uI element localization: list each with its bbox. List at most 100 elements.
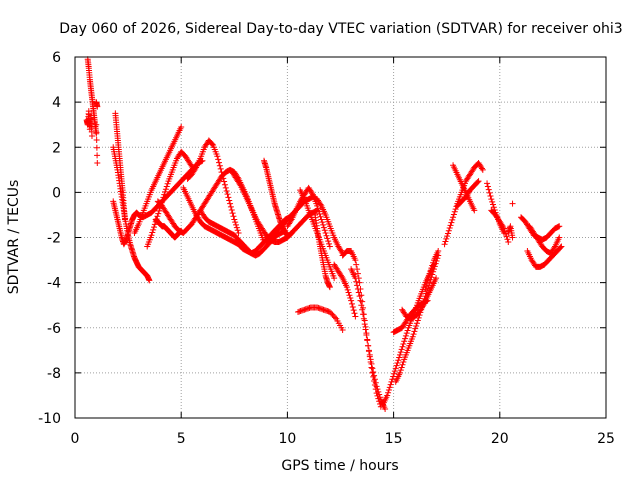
data-point <box>442 238 449 245</box>
data-point <box>391 368 398 375</box>
data-point <box>558 243 565 250</box>
data-point <box>319 219 326 226</box>
series-arc-1b <box>83 108 95 139</box>
data-point <box>484 180 491 187</box>
data-point <box>358 302 365 309</box>
data-point <box>344 286 351 293</box>
data-point <box>409 333 416 340</box>
data-point <box>309 190 316 197</box>
data-point <box>365 342 372 349</box>
data-point <box>353 261 360 268</box>
data-point <box>490 201 497 208</box>
data-point <box>178 123 185 130</box>
data-point <box>329 311 336 318</box>
data-point <box>156 207 163 214</box>
data-point <box>330 313 337 320</box>
series-arc-35 <box>524 243 565 270</box>
data-point <box>338 273 345 280</box>
data-point <box>422 286 429 293</box>
y-tick-label: -4 <box>47 276 61 292</box>
data-point <box>94 103 101 110</box>
y-tick-label: 0 <box>52 185 61 201</box>
data-point <box>368 360 375 367</box>
data-point <box>346 292 353 299</box>
data-point <box>149 229 156 236</box>
data-point <box>433 275 440 282</box>
data-point <box>233 224 240 231</box>
data-point <box>387 381 394 388</box>
data-point <box>192 165 199 172</box>
data-point <box>392 365 399 372</box>
data-point <box>230 213 237 220</box>
data-point <box>354 266 361 273</box>
data-point <box>441 241 448 248</box>
data-point <box>450 211 457 218</box>
data-point <box>352 257 359 264</box>
data-point <box>372 379 379 386</box>
series-arc-21 <box>331 261 359 320</box>
series-arc-8 <box>152 216 185 241</box>
data-point <box>448 219 455 226</box>
data-point <box>331 275 338 282</box>
data-point <box>373 383 380 390</box>
data-point <box>326 240 333 247</box>
series-arc-29 <box>454 178 482 209</box>
data-point <box>146 277 153 284</box>
data-point <box>93 121 100 128</box>
plot-frame <box>74 56 607 419</box>
data-point <box>354 270 361 277</box>
series-arc-19 <box>339 248 384 410</box>
data-point <box>323 232 330 239</box>
data-point <box>355 289 362 296</box>
data-point <box>444 230 451 237</box>
y-tick-label: 2 <box>52 140 61 156</box>
data-point <box>411 328 418 335</box>
grid-lines <box>75 57 606 418</box>
data-point <box>94 160 101 167</box>
data-point <box>445 227 452 234</box>
data-point <box>365 347 372 354</box>
data-point <box>371 372 378 379</box>
data-point <box>352 313 359 320</box>
data-point <box>377 394 384 401</box>
x-tick-label: 0 <box>71 431 80 447</box>
data-point <box>402 335 409 342</box>
data-point <box>218 169 225 176</box>
data-point <box>485 186 492 193</box>
data-point <box>403 330 410 337</box>
data-point <box>214 153 221 160</box>
data-point <box>396 351 403 358</box>
data-point <box>371 376 378 383</box>
data-point <box>234 227 241 234</box>
data-point <box>400 340 407 347</box>
data-point <box>400 359 407 366</box>
y-tick-label: -10 <box>38 411 61 427</box>
data-point <box>94 152 101 159</box>
data-point <box>446 225 453 232</box>
y-axis-label: SDTVAR / TECUs <box>6 180 22 295</box>
y-tick-label: 6 <box>52 50 61 66</box>
data-point <box>151 224 158 231</box>
data-point <box>397 349 404 356</box>
data-point <box>221 181 228 188</box>
data-point <box>435 248 442 255</box>
data-point <box>232 221 239 228</box>
data-point <box>228 206 235 213</box>
data-point <box>160 194 167 201</box>
data-point <box>423 283 430 290</box>
data-point <box>429 262 436 269</box>
data-point <box>374 386 381 393</box>
data-point <box>450 214 457 221</box>
series-arc-5 <box>131 123 185 236</box>
data-point <box>360 311 367 318</box>
data-point <box>501 225 508 232</box>
series-arc-32 <box>505 223 516 241</box>
y-tick-label: 4 <box>52 95 61 111</box>
series-arc-3 <box>112 110 128 223</box>
data-point <box>394 359 401 366</box>
data-point <box>486 189 493 196</box>
data-point <box>221 178 228 185</box>
series-arc-25 <box>399 275 440 322</box>
data-point <box>413 322 420 329</box>
data-point <box>557 244 564 251</box>
